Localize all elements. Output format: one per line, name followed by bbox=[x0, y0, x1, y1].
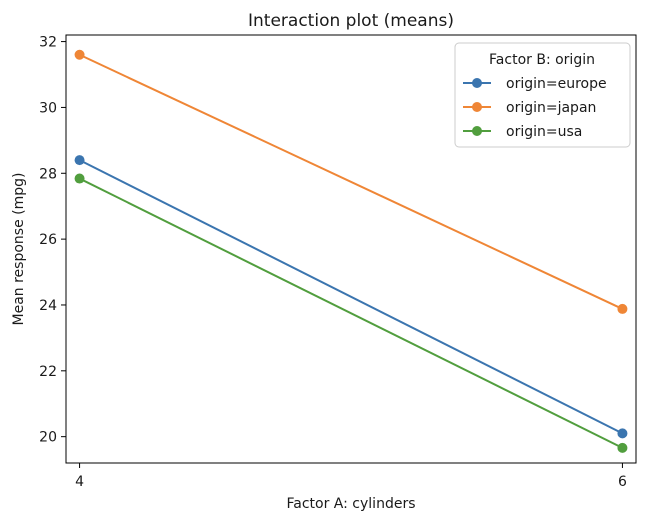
y-tick-label: 24 bbox=[39, 298, 57, 314]
series-1 bbox=[74, 49, 628, 314]
legend-marker bbox=[472, 78, 482, 88]
legend-marker bbox=[472, 102, 482, 112]
series-layer bbox=[74, 49, 628, 453]
data-point bbox=[617, 303, 628, 314]
y-tick-label: 20 bbox=[39, 430, 57, 446]
legend-entries: origin=europe origin=japan origin=usa bbox=[463, 76, 607, 140]
legend-entry: origin=europe bbox=[463, 76, 607, 92]
y-tick-label: 22 bbox=[39, 364, 57, 380]
series-line bbox=[79, 53, 623, 310]
plot-area bbox=[65, 34, 637, 464]
x-axis-label: Factor A: cylinders bbox=[287, 496, 416, 512]
data-point bbox=[74, 155, 85, 166]
legend-title: Factor B: origin bbox=[489, 52, 595, 68]
legend: Factor B: origin origin=europe origin=jap… bbox=[454, 42, 631, 148]
legend-marker bbox=[472, 126, 482, 136]
series-0 bbox=[74, 155, 628, 439]
series-2 bbox=[74, 173, 628, 453]
y-axis-label: Mean response (mpg) bbox=[11, 173, 27, 326]
data-point bbox=[617, 428, 628, 439]
data-point bbox=[617, 442, 628, 453]
y-tick-label: 30 bbox=[39, 100, 57, 116]
legend-label: origin=japan bbox=[506, 100, 596, 116]
plot-frame bbox=[65, 34, 637, 464]
x-tick-label: 4 bbox=[75, 474, 84, 490]
y-tick-label: 32 bbox=[39, 35, 57, 51]
legend-entry: origin=usa bbox=[463, 124, 582, 140]
y-tick-label: 28 bbox=[39, 166, 57, 182]
data-point bbox=[74, 49, 85, 60]
series-line bbox=[79, 177, 623, 449]
legend-label: origin=usa bbox=[506, 124, 582, 140]
y-tick-label: 26 bbox=[39, 232, 57, 248]
chart-title: Interaction plot (means) bbox=[248, 11, 454, 31]
data-point bbox=[74, 173, 85, 184]
legend-entry: origin=japan bbox=[463, 100, 596, 116]
x-tick-label: 6 bbox=[618, 474, 627, 490]
y-axis: 20 22 24 26 28 30 32 bbox=[39, 35, 66, 446]
legend-label: origin=europe bbox=[506, 76, 607, 92]
legend-box bbox=[454, 42, 631, 148]
series-line bbox=[79, 159, 623, 435]
